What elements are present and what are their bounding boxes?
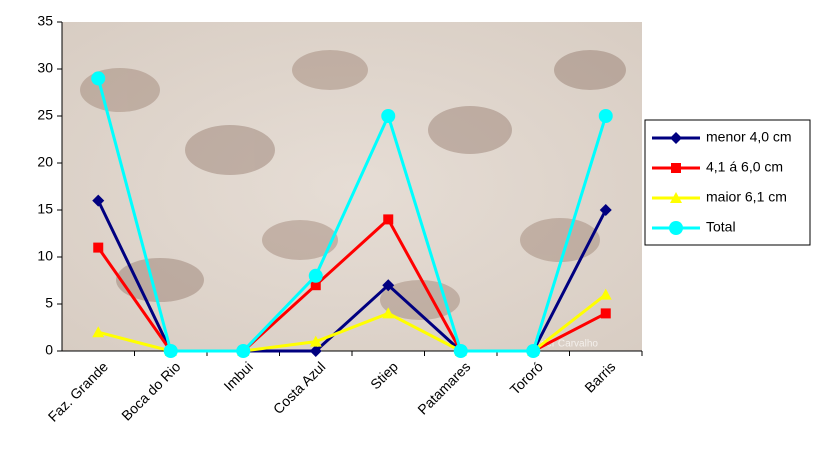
data-point: [381, 109, 395, 123]
x-tick-label: Stiep: [367, 358, 401, 392]
data-point: [601, 308, 611, 318]
data-point: [383, 214, 393, 224]
x-tick-label: Imbui: [220, 358, 256, 394]
y-tick-label: 10: [37, 248, 53, 264]
x-tick-label: Patamares: [414, 358, 473, 417]
x-tick-label: Tororó: [507, 358, 547, 398]
data-point: [164, 344, 178, 358]
legend-label: menor 4,0 cm: [706, 129, 792, 145]
y-tick-label: 15: [37, 201, 53, 217]
x-tick-label: Costa Azul: [270, 358, 329, 417]
y-tick-label: 30: [37, 60, 53, 76]
y-tick-label: 35: [37, 13, 53, 29]
data-point: [93, 243, 103, 253]
data-point: [309, 269, 323, 283]
chart: Eder Carvalho 05101520253035Faz. GrandeB…: [0, 0, 822, 449]
legend-marker: [669, 221, 683, 235]
y-tick-label: 20: [37, 154, 53, 170]
legend-label: maior 6,1 cm: [706, 189, 787, 205]
x-tick-label: Faz. Grande: [45, 358, 111, 424]
data-point: [526, 344, 540, 358]
y-tick-label: 0: [45, 342, 53, 358]
data-point: [599, 109, 613, 123]
y-tick-label: 25: [37, 107, 53, 123]
legend-label: Total: [706, 219, 736, 235]
data-point: [454, 344, 468, 358]
data-point: [91, 71, 105, 85]
y-tick-label: 5: [45, 295, 53, 311]
legend-marker: [671, 163, 681, 173]
x-tick-label: Boca do Rio: [118, 358, 183, 423]
data-point: [236, 344, 250, 358]
x-tick-label: Barris: [581, 358, 618, 395]
legend-label: 4,1 á 6,0 cm: [706, 159, 783, 175]
